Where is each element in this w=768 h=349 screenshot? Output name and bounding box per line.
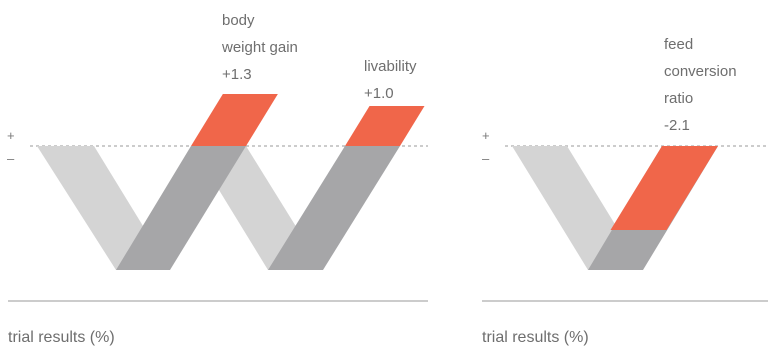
bar-feed-conversion-ratio — [610, 146, 718, 230]
value-label: -2.1 — [664, 117, 690, 134]
chart-left: + – body weight gain +1.3 livability +1.… — [7, 12, 428, 346]
dark-stroke-1 — [116, 146, 246, 270]
label-line: body — [222, 12, 255, 29]
bar-body-weight-gain — [191, 94, 278, 146]
label-feed-conversion-ratio: feed conversion ratio -2.1 — [664, 36, 737, 134]
x-axis-title: trial results (%) — [482, 329, 589, 346]
label-line: ratio — [664, 90, 693, 107]
label-line: feed — [664, 36, 693, 53]
bar-livability — [345, 106, 425, 146]
sign-negative: – — [482, 151, 490, 166]
sign-positive: + — [7, 128, 15, 143]
label-line: livability — [364, 58, 417, 75]
label-line: weight gain — [221, 39, 298, 56]
sign-positive: + — [482, 128, 490, 143]
sign-negative: – — [7, 151, 15, 166]
value-label: +1.3 — [222, 66, 252, 83]
label-livability: livability +1.0 — [364, 58, 417, 102]
value-label: +1.0 — [364, 85, 394, 102]
x-axis-title: trial results (%) — [8, 329, 115, 346]
chart-right: + – feed conversion ratio -2.1 trial res… — [482, 36, 768, 346]
label-body-weight-gain: body weight gain +1.3 — [221, 12, 298, 83]
label-line: conversion — [664, 63, 737, 80]
dark-stroke-2 — [268, 146, 400, 270]
